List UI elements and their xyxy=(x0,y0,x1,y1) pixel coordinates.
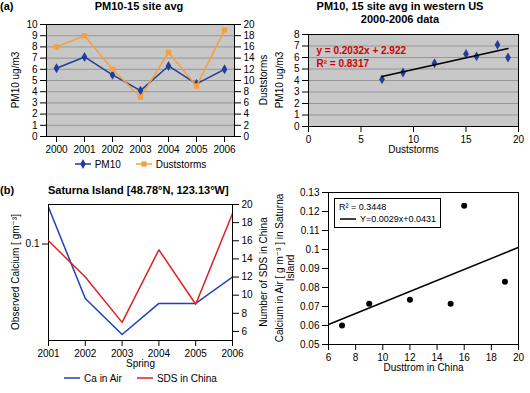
svg-text:14: 14 xyxy=(242,253,254,264)
svg-text:10: 10 xyxy=(377,351,389,363)
svg-text:4: 4 xyxy=(244,108,250,119)
html-text:Saturna Island [48.78°N, 123.1: Saturna Island [48.78°N, 123.13°W] xyxy=(48,184,229,196)
svg-text:20: 20 xyxy=(513,352,525,363)
svg-text:18: 18 xyxy=(242,217,254,228)
svg-text:R² = 0.8317: R² = 0.8317 xyxy=(317,58,370,69)
html-text:Duststorms: Duststorms xyxy=(155,158,207,170)
svg-text:6: 6 xyxy=(294,52,300,63)
svg-text:2006: 2006 xyxy=(213,144,236,155)
svg-text:9: 9 xyxy=(32,30,38,41)
svg-text:7: 7 xyxy=(32,52,38,63)
svg-text:4: 4 xyxy=(294,75,300,86)
html-text:Duststorms: Duststorms xyxy=(257,54,269,106)
html-text:PM10 ug/m3: PM10 ug/m3 xyxy=(9,51,21,109)
svg-text:Duststorms: Duststorms xyxy=(388,144,439,155)
svg-text:18: 18 xyxy=(244,30,256,41)
svg-text:0: 0 xyxy=(294,121,300,132)
html-text:(b): (b) xyxy=(0,184,14,196)
svg-text:1: 1 xyxy=(32,120,38,131)
svg-text:Dusttrom in China: Dusttrom in China xyxy=(383,362,463,373)
svg-text:18: 18 xyxy=(486,352,498,363)
html-text:Number of SDS in China: Number of SDS in China xyxy=(257,217,269,327)
svg-text:20: 20 xyxy=(242,199,254,210)
svg-text:2000: 2000 xyxy=(45,144,68,155)
svg-text:0.09: 0.09 xyxy=(300,263,320,274)
html-text:Observed Calcium [ gm⁻³]: Observed Calcium [ gm⁻³] xyxy=(9,214,21,330)
svg-text:3: 3 xyxy=(294,86,300,97)
html-text:Calcium in Air [ g m⁻³ ] in Sa: Calcium in Air [ g m⁻³ ] in Saturna Isla… xyxy=(274,193,296,343)
svg-text:10: 10 xyxy=(26,19,38,30)
html-text:(a): (a) xyxy=(0,0,14,12)
svg-text:15: 15 xyxy=(460,134,472,145)
svg-text:3: 3 xyxy=(32,97,38,108)
svg-text:0.1: 0.1 xyxy=(306,244,320,255)
html-text:SDS in China: SDS in China xyxy=(156,372,217,384)
html-text:Y=0.0029x+0.0431: Y=0.0029x+0.0431 xyxy=(360,214,437,224)
svg-text:10: 10 xyxy=(242,289,254,300)
svg-text:y = 0.2032x + 2.922: y = 0.2032x + 2.922 xyxy=(317,45,407,56)
svg-text:2003: 2003 xyxy=(129,144,152,155)
html-text:Ca in Air: Ca in Air xyxy=(84,372,122,384)
svg-text:2002: 2002 xyxy=(101,144,124,155)
svg-text:0.13: 0.13 xyxy=(300,187,320,198)
svg-text:20: 20 xyxy=(513,134,525,145)
svg-text:6: 6 xyxy=(326,352,332,363)
svg-text:6: 6 xyxy=(244,97,250,108)
svg-text:6: 6 xyxy=(242,326,248,337)
svg-text:5: 5 xyxy=(32,75,38,86)
svg-text:7: 7 xyxy=(294,40,300,51)
svg-text:12: 12 xyxy=(244,64,256,75)
svg-text:0.05: 0.05 xyxy=(300,339,320,350)
svg-text:2003: 2003 xyxy=(111,347,134,359)
svg-text:6: 6 xyxy=(32,64,38,75)
html-text:PM10-15 site avg: PM10-15 site avg xyxy=(94,0,184,12)
svg-text:2: 2 xyxy=(244,120,250,131)
svg-text:1: 1 xyxy=(294,109,300,120)
svg-text:8: 8 xyxy=(353,352,359,363)
svg-text:0.08: 0.08 xyxy=(300,282,320,293)
svg-text:14: 14 xyxy=(431,351,443,363)
svg-text:8: 8 xyxy=(242,308,248,319)
svg-text:10: 10 xyxy=(244,75,256,86)
svg-text:2001: 2001 xyxy=(37,348,60,359)
svg-text:16: 16 xyxy=(242,235,254,246)
html-text:R² = 0.3448: R² = 0.3448 xyxy=(339,202,387,212)
svg-text:0.1: 0.1 xyxy=(26,238,40,249)
svg-text:0: 0 xyxy=(32,131,38,142)
svg-text:4: 4 xyxy=(32,86,38,97)
svg-text:0: 0 xyxy=(306,134,312,145)
svg-text:0.06: 0.06 xyxy=(300,320,320,331)
html-text:PM10 ug/m3: PM10 ug/m3 xyxy=(273,51,285,109)
svg-text:2001: 2001 xyxy=(73,144,96,155)
svg-text:0.07: 0.07 xyxy=(300,301,320,312)
svg-text:2004: 2004 xyxy=(157,144,180,155)
svg-text:8: 8 xyxy=(244,86,250,97)
svg-text:5: 5 xyxy=(358,134,364,145)
svg-text:2: 2 xyxy=(32,108,38,119)
svg-text:2: 2 xyxy=(294,98,300,109)
svg-text:Spring: Spring xyxy=(126,358,155,369)
svg-text:16: 16 xyxy=(458,351,470,363)
svg-text:2005: 2005 xyxy=(185,348,208,359)
svg-text:12: 12 xyxy=(242,271,254,282)
svg-text:2002: 2002 xyxy=(74,348,97,359)
svg-text:0: 0 xyxy=(244,131,250,142)
svg-text:8: 8 xyxy=(294,29,300,40)
svg-text:20: 20 xyxy=(244,19,256,30)
svg-text:5: 5 xyxy=(294,63,300,74)
svg-text:0.11: 0.11 xyxy=(301,225,320,236)
html-text:PM10, 15 site avg in western U: PM10, 15 site avg in western US xyxy=(316,0,484,12)
svg-text:2006: 2006 xyxy=(221,348,244,359)
svg-text:2005: 2005 xyxy=(185,144,208,155)
svg-text:16: 16 xyxy=(244,41,256,52)
html-text:PM10: PM10 xyxy=(94,158,121,170)
svg-text:12: 12 xyxy=(404,351,416,363)
svg-text:8: 8 xyxy=(32,41,38,52)
html-text:2000-2006 data: 2000-2006 data xyxy=(360,13,440,25)
svg-text:0.12: 0.12 xyxy=(300,206,320,217)
svg-text:2004: 2004 xyxy=(147,347,170,359)
svg-text:10: 10 xyxy=(407,133,420,145)
svg-text:14: 14 xyxy=(244,52,256,63)
